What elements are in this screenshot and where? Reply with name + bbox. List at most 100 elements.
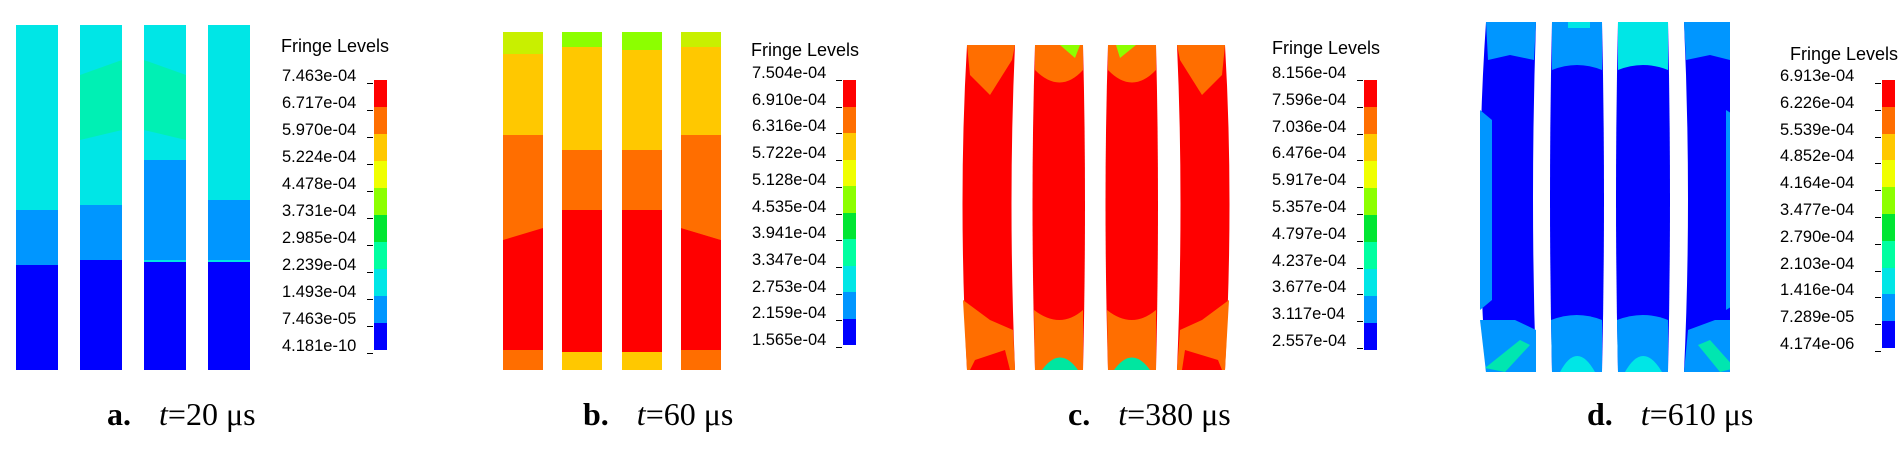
tick-label: 4.237e-04 [1272,251,1347,270]
tick-label: 2.557e-04 [1272,332,1347,350]
tick-label: 5.722e-04 [752,144,827,163]
tick-label: 5.539e-04 [1780,120,1855,139]
tick-label: 6.476e-04 [1272,144,1347,163]
colorbar-segment [374,269,387,296]
colorbar-segment [1882,106,1895,134]
tick-mark [836,160,842,162]
tick-label: 4.535e-04 [752,197,827,216]
colorbar-segment [374,80,387,107]
tick-mark [836,186,842,188]
caption-b: b. t=60 μs [583,396,733,433]
column-a4 [208,25,250,370]
tick-label: 2.103e-04 [1780,254,1855,273]
colorbar-segment [1364,296,1377,323]
tick-label: 2.239e-04 [282,256,357,274]
tick-label: 2.985e-04 [282,229,357,247]
legend-title: Fringe Levels [751,40,860,60]
column-b3 [622,32,662,370]
column-b1 [503,32,543,370]
colorbar-segment [374,188,387,215]
tick-label: 3.941e-04 [752,224,827,243]
legend-title: Fringe Levels [1272,38,1381,58]
caption-time-var: t [159,396,168,432]
tick-label: 6.913e-04 [1780,67,1855,85]
tick-label: 7.463e-05 [282,310,357,328]
contour-plot-a [16,25,250,370]
panel-c: Fringe Levels c. t=380 μs 8.156e-04 7.596e… [950,0,1430,452]
tick-mark [367,353,373,354]
tick-label: 3.731e-04 [282,202,357,220]
caption-c: c. t=380 μs [1068,396,1231,433]
tick-mark [1875,324,1881,326]
legend-colorbar [1882,80,1895,348]
tick-label: 5.917e-04 [1272,171,1347,190]
tick-label: 4.852e-04 [1780,147,1855,166]
tick-mark [1357,160,1363,162]
tick-mark [1357,240,1363,242]
tick-label: 2.790e-04 [1780,227,1855,246]
colorbar-segment [1364,107,1377,134]
colorbar-segment [1882,267,1895,295]
tick-mark [1357,80,1363,81]
caption-d: d. t=610 μs [1587,396,1753,433]
tick-mark [836,347,842,348]
colorbar-segment [1882,294,1895,322]
caption-time-var: t [1118,396,1128,432]
tick-mark [1357,187,1363,189]
tick-mark [836,106,842,108]
caption-time-value: =380 μs [1127,396,1231,432]
contour-plot-d [1480,22,1730,372]
tick-mark [367,299,373,300]
colorbar-segment [1364,134,1377,161]
tick-mark [1357,267,1363,269]
column-c2 [1032,45,1085,370]
tick-label: 6.717e-04 [282,94,357,112]
colorbar-segment [1364,323,1377,350]
tick-mark [1357,133,1363,135]
tick-label: 5.224e-04 [282,148,357,166]
tick-label: 7.504e-04 [752,64,827,82]
tick-mark [836,240,842,242]
tick-mark [1875,217,1881,218]
colorbar-segment [843,133,856,160]
colorbar-segment [1882,213,1895,241]
caption-a: a. t=20 μs [107,396,256,433]
tick-mark [836,133,842,135]
tick-mark [367,272,373,273]
tick-mark [836,80,842,81]
colorbar-segment [374,134,387,161]
caption-time-value: =610 μs [1649,396,1754,432]
legend-colorbar [843,80,856,345]
colorbar-segment [1364,269,1377,296]
colorbar-segment [1364,161,1377,188]
tick-mark [367,110,373,111]
tick-label: 3.117e-04 [1272,305,1346,324]
column-b2 [562,32,602,370]
tick-label: 5.128e-04 [752,170,827,189]
caption-letter: a. [107,396,131,432]
column-c3 [1105,45,1158,370]
column-d1 [1480,22,1536,372]
tick-label: 8.156e-04 [1272,64,1347,82]
panel-a: Fringe Levels a. t=20 μs 7.463e-04 6.717e-… [0,0,470,452]
panel-b: Fringe Levels b. t=60 μs 7.504e-04 6.910e-… [470,0,950,452]
tick-label: 6.316e-04 [752,117,827,136]
colorbar-segment [1882,187,1895,214]
legend-title: Fringe Levels [1790,44,1899,64]
colorbar-segment [843,292,856,319]
column-a2 [80,25,122,370]
tick-mark [836,320,842,322]
tick-mark [1357,321,1363,323]
tick-label: 7.596e-04 [1272,90,1347,109]
tick-label: 4.181e-10 [282,337,357,355]
tick-mark [367,137,373,138]
column-a1 [16,25,58,370]
column-b4 [681,32,721,370]
tick-mark [836,266,842,268]
tick-label: 6.910e-04 [752,90,827,109]
colorbar-segment [1364,188,1377,215]
tick-mark [1875,243,1881,245]
colorbar-segment [1364,80,1377,107]
tick-mark [367,164,373,165]
tick-mark [367,218,373,219]
